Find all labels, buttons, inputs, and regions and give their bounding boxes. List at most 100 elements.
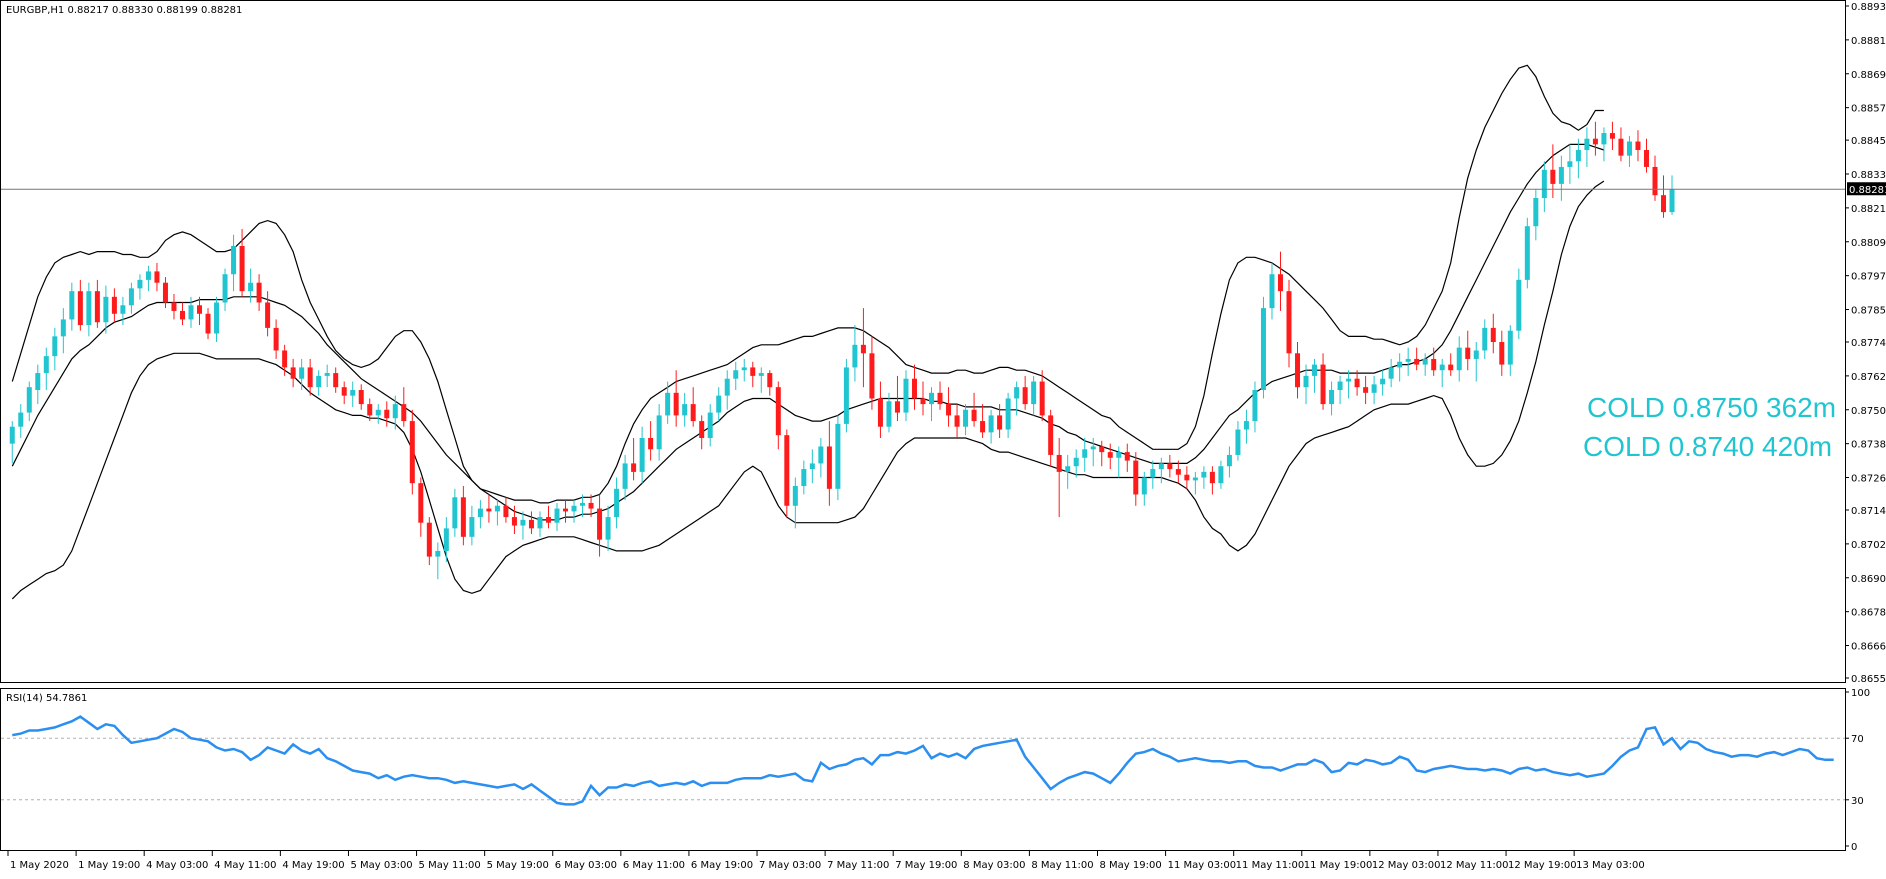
rsi-layer [1, 715, 1845, 806]
time-tick-label: 6 May 19:00 [691, 860, 753, 871]
candle [477, 500, 483, 529]
candle [86, 282, 92, 337]
candle [1039, 370, 1045, 422]
time-tick-label: 8 May 03:00 [963, 860, 1025, 871]
candle [988, 409, 994, 444]
current-price-badge [1847, 182, 1886, 196]
time-tick-label: 4 May 19:00 [282, 860, 344, 871]
time-tick-label: 1 May 2020 [10, 860, 69, 871]
candle [154, 262, 160, 292]
candle [1184, 466, 1190, 489]
candle [869, 336, 875, 410]
candle [358, 384, 364, 410]
candle [60, 308, 66, 354]
price-tick-label: 0.86550 [1851, 674, 1886, 685]
candle [452, 488, 458, 537]
candle [614, 477, 620, 529]
candle [145, 265, 151, 292]
candle [733, 361, 739, 390]
rsi-tick-label: 30 [1851, 796, 1864, 807]
price-tick-label: 0.86785 [1851, 608, 1886, 619]
candle [435, 542, 441, 580]
candle [528, 511, 534, 534]
candle [1192, 471, 1198, 495]
time-tick-label: 4 May 11:00 [214, 860, 276, 871]
candle [886, 392, 892, 433]
candle [520, 511, 526, 540]
candle [877, 381, 883, 438]
candle [392, 395, 398, 430]
candle [460, 486, 466, 546]
candle [622, 454, 628, 501]
annotation-2: COLD 0.8740 420m [1583, 431, 1832, 462]
time-tick-label: 5 May 03:00 [350, 860, 412, 871]
candle [699, 415, 705, 450]
candle [639, 426, 645, 484]
candle [1056, 438, 1062, 518]
time-tick-label: 5 May 11:00 [419, 860, 481, 871]
candle [1286, 279, 1292, 368]
candle [775, 381, 781, 450]
candle [265, 291, 271, 337]
candle [494, 500, 500, 526]
candle [1499, 330, 1505, 376]
candle [409, 409, 415, 495]
bollinger-upper-line [11, 64, 1604, 504]
candle [1073, 449, 1079, 478]
candle [1116, 446, 1122, 478]
bollinger-middle-line [11, 143, 1605, 521]
bollinger-bands [11, 64, 1605, 600]
candle [1397, 353, 1403, 382]
candle [1669, 175, 1675, 215]
candle [963, 404, 969, 436]
candle [1269, 262, 1275, 320]
current-price-label: 0.88281 [1849, 185, 1886, 196]
time-tick-label: 12 May 03:00 [1372, 860, 1441, 871]
candle [903, 370, 909, 422]
candle [469, 505, 475, 546]
candle [1414, 347, 1420, 371]
candle [1431, 347, 1437, 376]
candle [1363, 375, 1369, 405]
candle [980, 404, 986, 438]
candle [1448, 353, 1454, 376]
candle [26, 381, 32, 422]
candle [1150, 460, 1156, 489]
candle [1022, 375, 1028, 410]
price-tick-label: 0.87975 [1851, 272, 1886, 283]
candles [9, 121, 1675, 580]
rsi-line [12, 715, 1834, 806]
candle [511, 505, 517, 534]
candle [843, 358, 849, 433]
time-tick-label: 5 May 19:00 [487, 860, 549, 871]
bollinger-lower-line [11, 180, 1605, 600]
candle [1422, 353, 1428, 376]
candle [162, 277, 168, 309]
candle [1082, 438, 1088, 472]
candle [911, 364, 917, 410]
candle [205, 308, 211, 340]
candle [716, 387, 722, 422]
candle [1099, 440, 1105, 467]
candle [18, 404, 24, 438]
candle [818, 438, 824, 478]
candle [1090, 438, 1096, 467]
candle [384, 401, 390, 427]
candle [826, 421, 832, 506]
candle [1260, 296, 1266, 399]
price-tick-label: 0.88335 [1851, 170, 1886, 181]
candle [486, 494, 492, 523]
candle [707, 404, 713, 447]
candle [1371, 375, 1377, 405]
candle [920, 381, 926, 416]
candle [588, 494, 594, 518]
candle [1643, 138, 1649, 173]
candle [792, 477, 798, 529]
candle [401, 387, 407, 427]
candle [1541, 161, 1547, 213]
candle [231, 234, 237, 292]
candle [77, 279, 83, 331]
candle [239, 229, 245, 297]
candle [426, 517, 432, 566]
